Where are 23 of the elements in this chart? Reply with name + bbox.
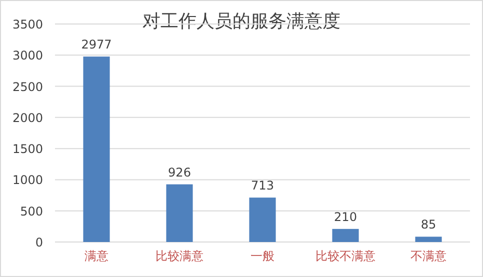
x-tick-label: 比较满意 <box>156 249 204 263</box>
y-tick-label: 1000 <box>12 173 43 188</box>
data-label: 926 <box>168 165 191 180</box>
y-tick-label: 2000 <box>12 110 43 125</box>
x-tick-label: 不满意 <box>410 249 446 263</box>
y-tick-label: 3000 <box>12 48 43 63</box>
bar <box>249 198 276 242</box>
x-tick-label: 满意 <box>84 249 108 263</box>
bar <box>166 184 193 242</box>
bar <box>83 56 110 242</box>
y-tick-label: 3500 <box>12 18 43 32</box>
bar <box>332 228 359 242</box>
x-tick-label: 一般 <box>250 249 274 263</box>
data-label: 713 <box>251 178 274 193</box>
data-label: 2977 <box>81 38 112 52</box>
y-tick-label: 2500 <box>12 80 43 94</box>
y-tick-label: 500 <box>20 204 43 218</box>
bar <box>415 236 442 242</box>
x-tick-label: 比较不满意 <box>316 249 376 263</box>
y-tick-label: 0 <box>35 236 43 250</box>
data-label: 85 <box>420 218 436 232</box>
data-label: 210 <box>334 210 357 224</box>
y-tick-label: 1500 <box>12 142 43 156</box>
